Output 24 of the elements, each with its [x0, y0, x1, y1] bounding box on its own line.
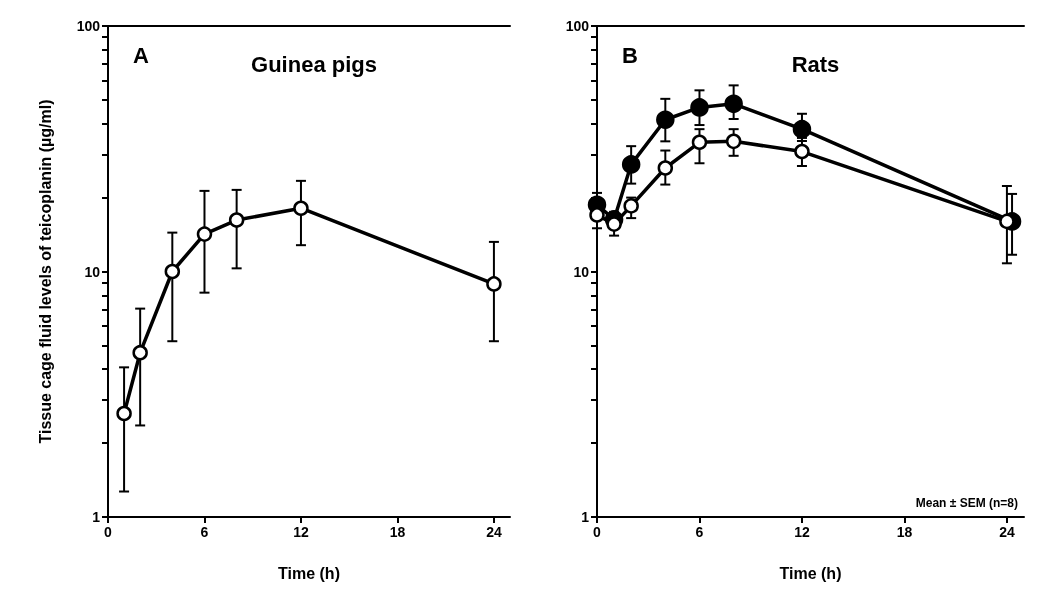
x-tick-label: 0 — [593, 524, 602, 540]
text: Rats — [791, 51, 840, 77]
text: Guinea pigs — [251, 51, 377, 77]
y-axis-title: Tissue cage fluid levels of teicoplanin (µg/ml) — [36, 99, 54, 444]
x-tick-label: 18 — [896, 524, 913, 540]
y-tick-label: 100 — [565, 18, 590, 34]
x-axis-title: Time (h) — [779, 564, 842, 582]
y-tick-label: 1 — [92, 509, 101, 525]
y-tick-label: 10 — [573, 263, 590, 280]
annotation: Mean ± SEM (n=8) — [915, 496, 1019, 510]
y-tick-label: 1 — [581, 509, 590, 525]
y-tick-label: 100 — [76, 18, 101, 34]
x-tick-label: 12 — [293, 524, 309, 540]
x-tick-label: 24 — [999, 524, 1015, 540]
y-tick-label: 10 — [84, 263, 101, 280]
x-tick-label: 18 — [389, 524, 406, 540]
x-axis-title: Time (h) — [278, 564, 340, 582]
x-tick-label: 24 — [486, 524, 502, 540]
x-tick-label: 6 — [200, 524, 209, 540]
annotation: B — [622, 42, 638, 68]
x-tick-label: 6 — [695, 524, 704, 540]
x-tick-label: 0 — [104, 524, 113, 540]
x-tick-label: 12 — [794, 524, 810, 540]
annotation: A — [133, 42, 149, 68]
